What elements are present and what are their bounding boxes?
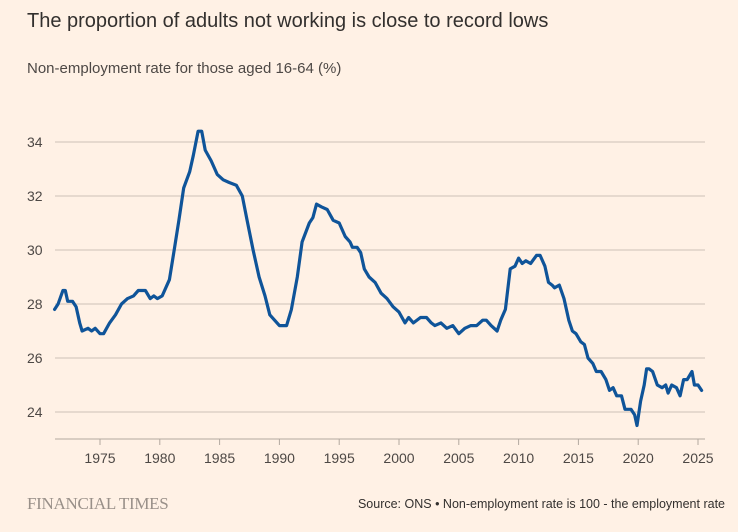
- x-tick-label: 1980: [144, 450, 175, 466]
- x-tick-label: 2010: [503, 450, 534, 466]
- chart-title: The proportion of adults not working is …: [27, 10, 548, 32]
- series-line-non-employment-rate: [53, 129, 704, 428]
- x-tick-label: 2005: [443, 450, 474, 466]
- y-tick-label: 28: [27, 296, 43, 312]
- x-tick-label: 1985: [204, 450, 235, 466]
- x-tick-label: 1990: [264, 450, 295, 466]
- chart-subtitle: Non-employment rate for those aged 16-64…: [27, 60, 341, 77]
- x-tick-label: 2025: [682, 450, 713, 466]
- gridlines: [55, 141, 705, 413]
- x-tick-label: 1975: [84, 450, 115, 466]
- x-tick-label: 2015: [563, 450, 594, 466]
- source-note: Source: ONS • Non-employment rate is 100…: [358, 497, 725, 511]
- ft-logo: FINANCIAL TIMES: [27, 494, 168, 513]
- y-tick-label: 32: [27, 188, 43, 204]
- y-tick-label: 26: [27, 350, 43, 366]
- x-axis: 1975 1980 1985 1990 1995 2000 2005 2010 2015 2020…: [55, 438, 714, 466]
- x-tick-label: 2020: [623, 450, 654, 466]
- x-tick-label: 2000: [383, 450, 414, 466]
- y-tick-label: 30: [27, 242, 43, 258]
- x-tick-label: 1995: [324, 450, 355, 466]
- y-tick-label: 34: [27, 134, 43, 150]
- y-tick-label: 24: [27, 404, 43, 420]
- y-axis: 24 26 28 30 32 34: [27, 134, 43, 420]
